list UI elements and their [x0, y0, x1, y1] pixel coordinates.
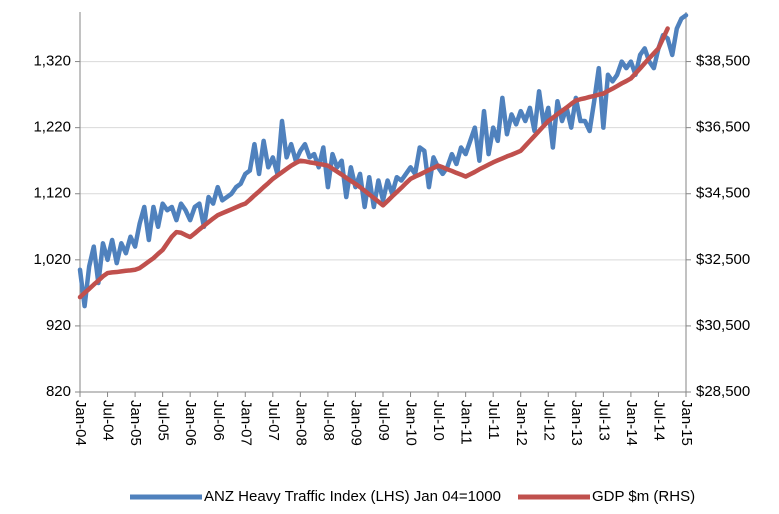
x-tick-label: Jan-07 [237, 400, 254, 446]
x-tick-label: Jan-13 [568, 400, 585, 446]
y-tick-label: 920 [46, 317, 71, 334]
x-tick-label: Jan-09 [347, 400, 364, 446]
legend-label: ANZ Heavy Traffic Index (LHS) Jan 04=100… [204, 488, 501, 505]
x-tick-label: Jul-06 [210, 400, 227, 441]
y2-tick-label: $38,500 [696, 53, 750, 70]
x-tick-label: Jul-07 [265, 400, 282, 441]
x-tick-label: Jan-05 [127, 400, 144, 446]
x-tick-label: Jan-14 [623, 400, 640, 446]
x-tick-label: Jul-08 [320, 400, 337, 441]
x-tick-label: Jan-06 [182, 400, 199, 446]
x-tick-label: Jul-09 [375, 400, 392, 441]
x-tick-label: Jan-10 [403, 400, 420, 446]
x-tick-label: Jul-10 [430, 400, 447, 441]
x-tick-label: Jan-11 [458, 400, 475, 445]
x-tick-label: Jul-04 [100, 400, 117, 441]
y-tick-label: 1,320 [33, 53, 71, 70]
x-tick-label: Jul-13 [595, 400, 612, 441]
y2-tick-label: $30,500 [696, 317, 750, 334]
series-line [77, 26, 670, 300]
x-tick-label: Jul-14 [650, 400, 667, 441]
y2-tick-label: $34,500 [696, 185, 750, 202]
y2-tick-label: $28,500 [696, 383, 750, 400]
y2-tick-label: $32,500 [696, 251, 750, 268]
y-tick-label: 1,020 [33, 251, 71, 268]
series-line [77, 13, 689, 309]
x-tick-label: Jul-05 [155, 400, 172, 441]
x-tick-label: Jan-04 [72, 400, 89, 446]
x-tick-label: Jul-11 [485, 400, 502, 440]
x-tick-label: Jan-15 [678, 400, 695, 446]
y-tick-label: 1,220 [33, 119, 71, 136]
x-tick-label: Jan-08 [292, 400, 309, 446]
x-tick-label: Jan-12 [513, 400, 530, 446]
y-tick-label: 1,120 [33, 185, 71, 202]
x-tick-label: Jul-12 [540, 400, 557, 441]
y2-tick-label: $36,500 [696, 119, 750, 136]
y-tick-label: 820 [46, 383, 71, 400]
legend-label: GDP $m (RHS) [592, 488, 695, 505]
